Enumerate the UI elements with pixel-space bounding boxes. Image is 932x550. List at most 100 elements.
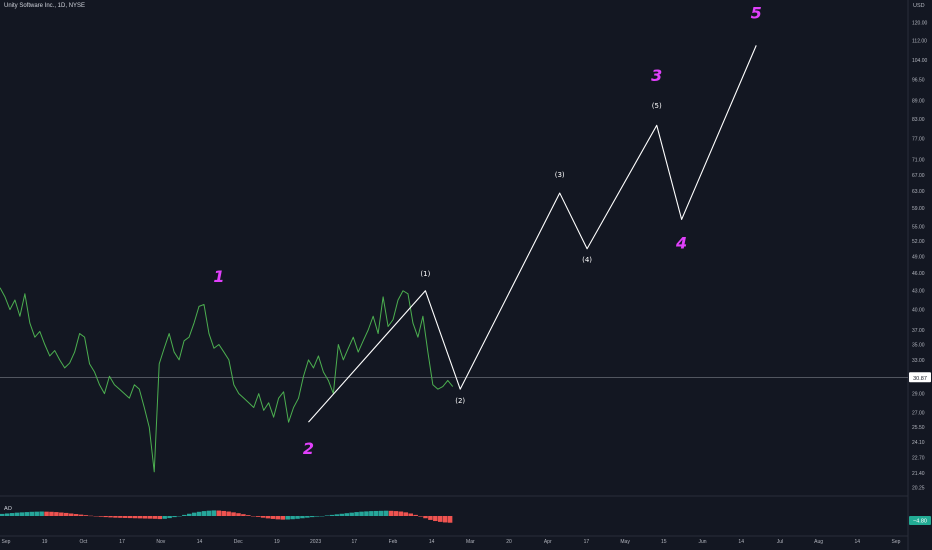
ao-bar — [290, 516, 295, 520]
ao-bar — [383, 510, 389, 516]
y-tick-label: 21.40 — [912, 471, 925, 477]
x-tick-label: 19 — [274, 539, 280, 545]
last-price-label: 30.87 — [913, 376, 927, 382]
x-tick-label: May — [620, 539, 630, 545]
ao-bar — [314, 516, 320, 517]
ao-bar — [260, 516, 266, 518]
ao-bar — [437, 516, 443, 522]
ao-bar — [369, 511, 374, 516]
ao-bar — [59, 512, 64, 516]
y-tick-label: 67.00 — [912, 173, 925, 179]
y-tick-label: 55.00 — [912, 224, 925, 230]
y-tick-label: 25.50 — [912, 425, 925, 431]
ao-bar — [162, 516, 167, 519]
ao-bar — [270, 516, 276, 519]
ao-bar — [344, 513, 350, 516]
x-tick-label: Feb — [389, 539, 398, 545]
ao-bar — [310, 516, 315, 518]
ao-bar — [206, 510, 212, 516]
y-tick-label: 59.00 — [912, 206, 925, 212]
x-tick-label: Aug — [814, 539, 823, 545]
x-tick-label: Dec — [234, 539, 243, 545]
x-tick-label: 15 — [661, 539, 667, 545]
ao-bar — [167, 516, 172, 519]
y-tick-label: 120.00 — [912, 21, 928, 27]
y-tick-label: 63.00 — [912, 189, 925, 195]
y-tick-label: 37.00 — [912, 328, 925, 334]
ao-bar — [0, 513, 5, 516]
y-tick-label: 43.00 — [912, 289, 925, 295]
ao-bar — [196, 511, 202, 516]
ao-bar — [374, 510, 379, 516]
x-tick-label: 14 — [855, 539, 861, 545]
ao-bar — [98, 516, 103, 517]
ao-bar — [211, 510, 217, 516]
y-tick-label: 27.00 — [912, 410, 925, 416]
ao-bar — [113, 516, 118, 518]
ao-bar — [24, 512, 30, 516]
price-series-line — [0, 287, 454, 473]
y-tick-label: 52.00 — [912, 239, 925, 245]
ao-bar — [157, 516, 163, 520]
wave-label-major: 4 — [675, 234, 687, 253]
ao-bar — [201, 511, 207, 516]
ao-bar — [226, 511, 231, 516]
ao-bar — [127, 516, 133, 519]
y-tick-label: 35.00 — [912, 343, 925, 349]
ao-bar — [359, 511, 364, 516]
x-tick-label: Oct — [80, 539, 88, 545]
ao-bar — [398, 511, 404, 516]
ao-bar — [388, 510, 394, 516]
ao-bar — [108, 516, 113, 518]
ao-bar — [118, 516, 123, 518]
ao-bar — [19, 512, 25, 516]
x-tick-label: Sep — [892, 539, 901, 545]
ao-bar — [14, 512, 20, 516]
y-tick-label: 96.50 — [912, 78, 925, 84]
ao-bar — [132, 516, 138, 519]
y-tick-label: 33.00 — [912, 358, 925, 364]
y-tick-label: 77.00 — [912, 137, 925, 143]
ao-bar — [236, 513, 241, 516]
wave-label-major: 5 — [751, 3, 762, 22]
ao-bar — [354, 512, 359, 516]
elliott-projection-line — [308, 45, 757, 423]
ao-value-badge — [909, 516, 931, 525]
ao-bar — [447, 516, 453, 523]
chart-title: Unity Software Inc., 1D, NYSE — [4, 3, 86, 9]
y-tick-label: 49.00 — [912, 255, 925, 261]
ao-bar — [413, 514, 418, 516]
y-tick-label: 112.00 — [912, 39, 927, 45]
y-tick-label: 89.00 — [912, 99, 925, 105]
x-tick-label: Jun — [698, 539, 706, 545]
ao-bar — [39, 511, 44, 516]
ao-bar — [123, 516, 128, 518]
ao-bar — [73, 514, 79, 516]
ao-bar — [54, 512, 59, 516]
x-tick-label: 20 — [506, 539, 512, 545]
ao-bar — [137, 516, 143, 519]
ao-bar — [187, 513, 192, 516]
y-tick-label: 24.10 — [912, 440, 925, 446]
x-tick-label: 17 — [119, 539, 125, 545]
y-tick-label: 104.00 — [912, 58, 928, 64]
ao-bar — [334, 514, 340, 516]
x-tick-label: 19 — [42, 539, 48, 545]
ao-bar — [246, 515, 251, 516]
ao-bar — [442, 516, 448, 523]
x-tick-label: Sep — [2, 539, 11, 545]
ao-bar — [68, 513, 74, 516]
ao-bar — [403, 512, 409, 516]
y-tick-label: 40.00 — [912, 308, 925, 314]
ao-bar — [9, 513, 15, 516]
ao-bar — [83, 515, 89, 516]
indicator-label: AO — [4, 506, 12, 512]
ao-bar — [285, 516, 290, 520]
ao-bar — [4, 513, 10, 516]
ao-bar — [142, 516, 148, 519]
wave-label-major: 1 — [213, 267, 224, 286]
ao-bar — [433, 516, 438, 522]
ao-bar — [255, 516, 261, 517]
ao-bar — [49, 511, 54, 516]
